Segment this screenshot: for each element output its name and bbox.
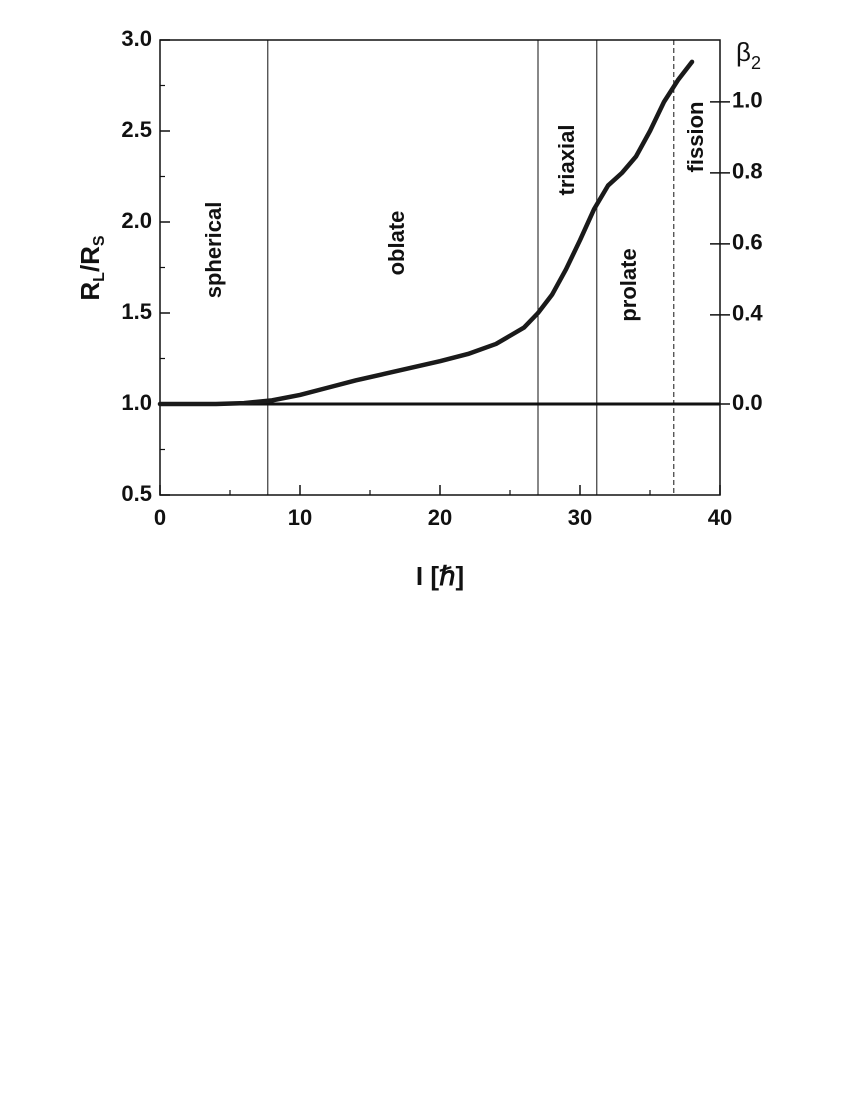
y-tick-label: 0.5 — [121, 481, 152, 506]
region-label: triaxial — [554, 125, 579, 196]
y-tick-label: 2.0 — [121, 208, 152, 233]
region-label: oblate — [384, 211, 409, 276]
x-tick-label: 30 — [568, 505, 592, 530]
x-tick-label: 40 — [708, 505, 732, 530]
y2-tick-label: 1.0 — [732, 88, 763, 113]
y2-tick-label: 0.8 — [732, 159, 763, 184]
region-label: spherical — [201, 202, 226, 299]
y2-axis-label: β2 — [736, 37, 761, 73]
y2-tick-label: 0.4 — [732, 301, 763, 326]
y2-tick-label: 0.6 — [732, 230, 763, 255]
y-label-part: L — [91, 272, 108, 282]
x-tick-label: 20 — [428, 505, 452, 530]
x-axis-label: I [ℏ] — [416, 561, 464, 591]
y-tick-label: 2.5 — [121, 117, 152, 142]
region-label: fission — [683, 102, 708, 173]
y-label-part: S — [91, 235, 108, 246]
y2-label-part: 2 — [751, 53, 761, 73]
y-label-part: R — [75, 282, 105, 301]
region-label: prolate — [616, 248, 641, 321]
y2-tick-label: 0.0 — [732, 390, 763, 415]
y-tick-label: 1.0 — [121, 390, 152, 415]
y2-label-part: β — [736, 37, 751, 67]
x-tick-label: 0 — [154, 505, 166, 530]
data-line — [157, 59, 695, 407]
y-tick-label: 3.0 — [121, 26, 152, 51]
y-label-part: /R — [75, 246, 105, 272]
y-tick-label: 1.5 — [121, 299, 152, 324]
y-axis-label: RL/RS — [75, 235, 108, 301]
x-tick-label: 10 — [288, 505, 312, 530]
